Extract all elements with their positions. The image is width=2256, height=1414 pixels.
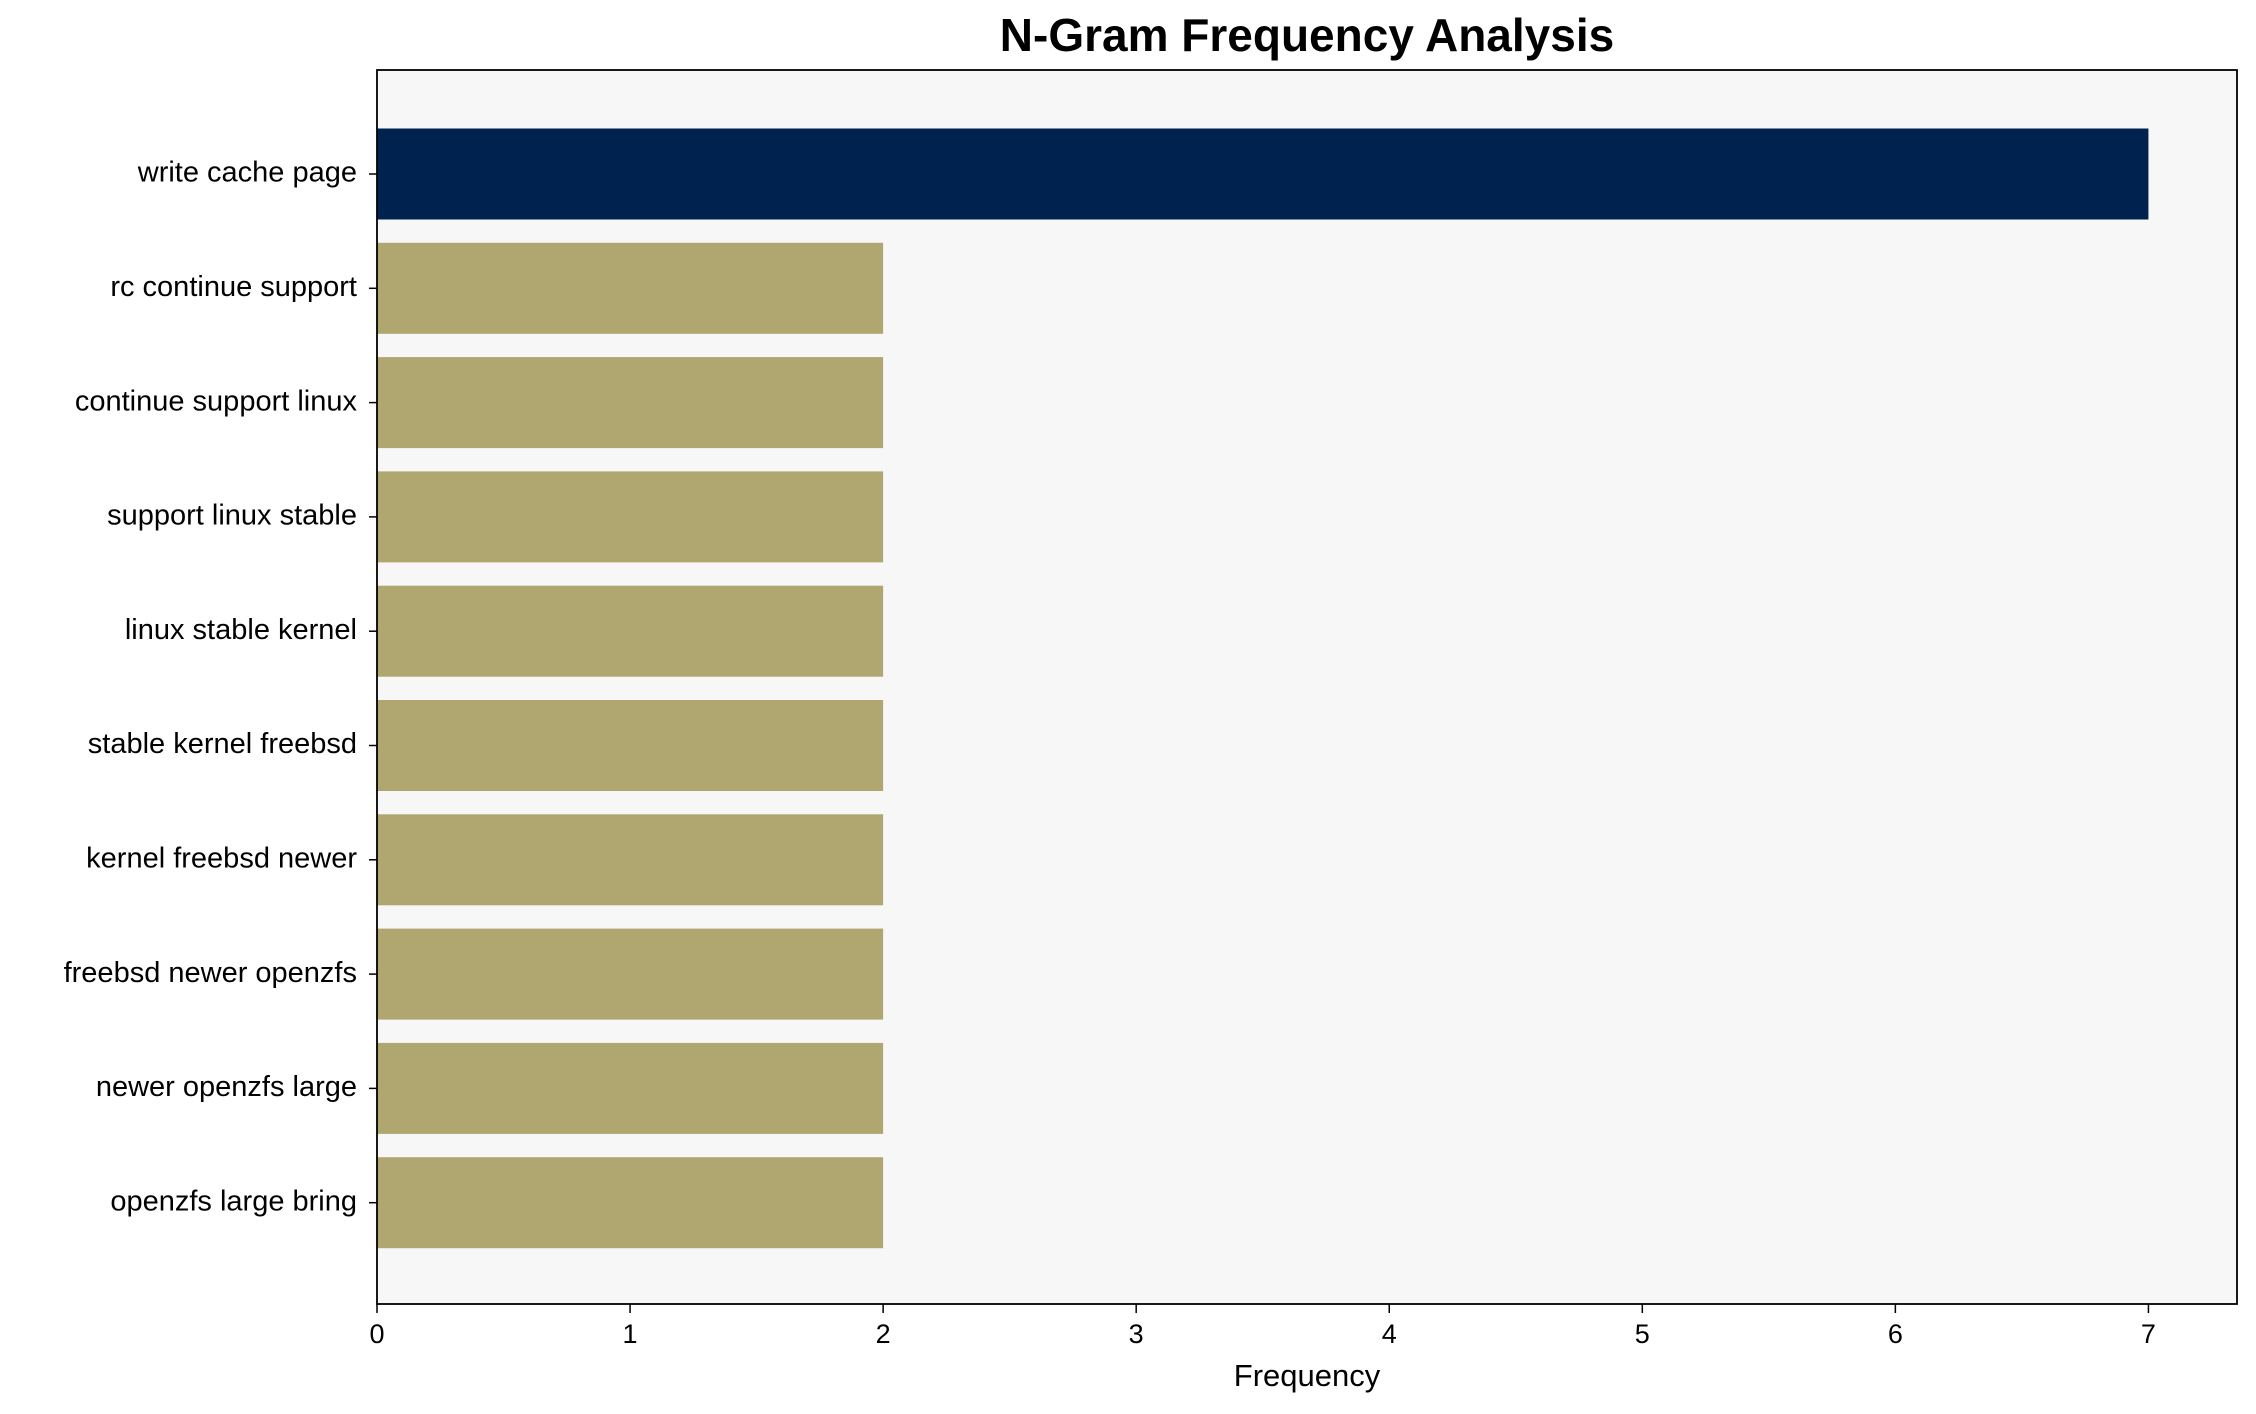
bar (377, 814, 884, 906)
x-tick-label: 1 (623, 1319, 638, 1349)
y-tick-label: linux stable kernel (125, 614, 357, 646)
bar (377, 585, 884, 677)
y-tick-label: rc continue support (110, 271, 357, 303)
y-tick-label: newer openzfs large (96, 1071, 357, 1103)
y-tick-label: kernel freebsd newer (86, 842, 357, 874)
x-tick-label: 5 (1635, 1319, 1650, 1349)
y-tick-label: support linux stable (107, 500, 357, 532)
bar (377, 357, 884, 449)
y-tick-label: write cache page (137, 157, 357, 189)
y-tick-label: continue support linux (75, 385, 358, 417)
bar (377, 128, 2149, 220)
bar (377, 242, 884, 334)
plot-frame (376, 69, 2238, 1305)
x-tick-label: 7 (2141, 1319, 2156, 1349)
y-tick-label: freebsd newer openzfs (64, 957, 357, 989)
bar (377, 1042, 884, 1134)
bar (377, 700, 884, 791)
y-tick-label: openzfs large bring (110, 1185, 357, 1217)
x-tick-label: 3 (1129, 1319, 1144, 1349)
chart-title: N-Gram Frequency Analysis (1000, 9, 1614, 61)
x-axis-label: Frequency (1234, 1358, 1381, 1393)
bar (377, 928, 884, 1020)
y-tick-label: stable kernel freebsd (88, 728, 357, 760)
x-tick-label: 4 (1382, 1319, 1397, 1349)
x-tick-label: 6 (1888, 1319, 1903, 1349)
bar (377, 1157, 884, 1249)
bar (377, 471, 884, 563)
x-tick-label: 0 (369, 1319, 384, 1349)
x-tick-label: 2 (876, 1319, 891, 1349)
